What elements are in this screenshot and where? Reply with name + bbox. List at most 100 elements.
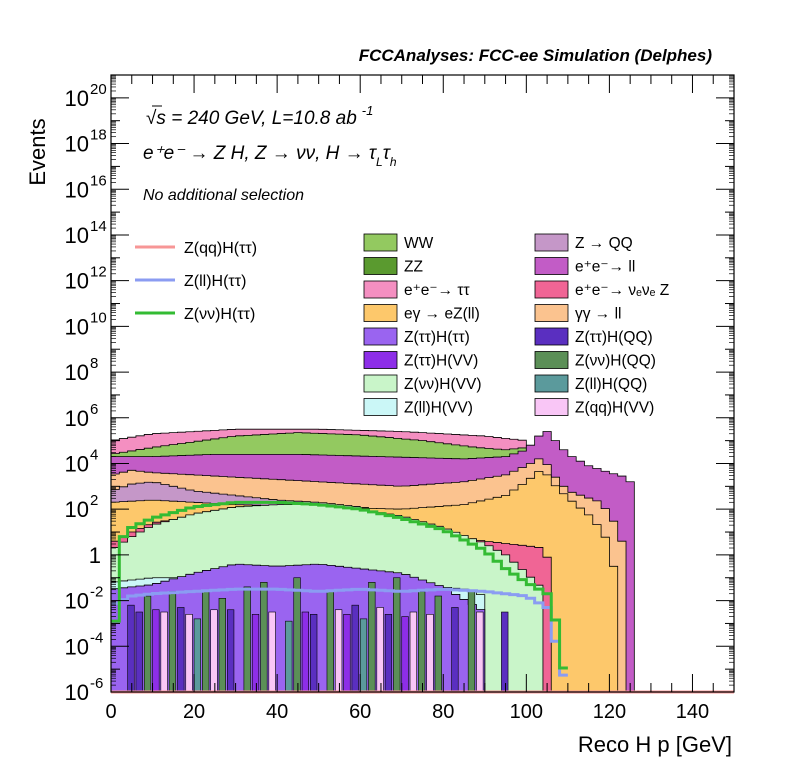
legend-swatch-7: [534, 398, 569, 416]
spike-bar-2-5: [376, 607, 384, 693]
spike-bar-3-0: [152, 609, 160, 693]
spike-bar-2-7: [426, 614, 434, 693]
legend-label-4: Z(ττ)H(ττ): [404, 329, 470, 346]
annotation-energy: √s = 240 GeV, L=10.8 ab -1: [146, 103, 373, 129]
spike-bar-1-2: [177, 607, 185, 693]
legend-label-5: Z(νν)H(QQ): [575, 353, 656, 370]
legend-line-label-0: Z(qq)H(ττ): [184, 240, 257, 257]
spike-bar-1-3: [226, 609, 235, 693]
y-tick-exponent-6: 8: [90, 355, 98, 372]
y-tick-label-12: 10: [65, 634, 89, 659]
spike-bar-0-9: [393, 577, 401, 693]
y-tick-exponent-9: 2: [90, 492, 98, 509]
signal-spikes: [127, 577, 509, 693]
spike-bar-1-5: [351, 604, 359, 693]
x-tick-label-5: 100: [510, 701, 543, 723]
legend-label-0: WW: [404, 235, 434, 252]
annotation-process: e⁺e⁻ → Z H, Z → νν, H → τLτh: [143, 143, 397, 169]
x-tick-label-6: 120: [593, 701, 626, 723]
x-axis-ticks: 0 20 40 60 80 100 120 140: [105, 75, 735, 723]
y-tick-exponent-13: -6: [90, 675, 103, 692]
y-tick-label-11: 10: [65, 589, 89, 614]
legend-swatch-4: [363, 327, 398, 346]
chart-title: FCCAnalyses: FCC-ee Simulation (Delphes): [359, 46, 713, 65]
legend-swatch-5: [363, 351, 398, 369]
x-tick-label-1: 20: [183, 701, 205, 723]
legend-label-0: Z → QQ: [575, 235, 633, 252]
spike-bar-2-6: [409, 611, 417, 693]
y-tick-label-3: 10: [65, 223, 89, 248]
legend-label-6: Z(νν)H(VV): [404, 376, 482, 393]
spike-bar-3-1: [251, 614, 260, 693]
spike-bar-2-0: [160, 611, 168, 693]
y-tick-exponent-0: 20: [90, 81, 107, 98]
legend-lines: Z(qq)H(ττ) Z(ll)H(ττ) Z(νν)H(ττ): [135, 240, 257, 323]
legend-swatch-3: [363, 304, 398, 322]
legend-label-3: γγ → ll: [575, 306, 622, 323]
y-tick-exponent-11: -2: [90, 584, 103, 601]
y-tick-exponent-8: 4: [90, 446, 98, 463]
spike-bar-2-2: [210, 609, 218, 693]
spike-bar-2-1: [185, 614, 193, 693]
legend-swatch-7: [363, 398, 398, 416]
spike-bar-1-4: [310, 614, 318, 693]
legend-label-6: Z(ll)H(QQ): [575, 376, 647, 393]
legend-column-1: WW ZZ e⁺e⁻→ ττ eγ → eZ(ll) Z(ττ)H(ττ) Z(ττ)H(…: [363, 233, 482, 417]
spike-bar-2-8: [476, 611, 484, 693]
spike-bar-0-3: [218, 598, 226, 693]
y-tick-label-4: 10: [65, 269, 89, 294]
y-tick-label-6: 10: [65, 360, 89, 385]
y-tick-label-0: 10: [65, 86, 89, 111]
legend-label-5: Z(ττ)H(VV): [404, 353, 478, 370]
spike-bar-2-3: [268, 611, 276, 693]
y-tick-label-5: 10: [65, 314, 89, 339]
spike-bar-0-0: [143, 595, 152, 693]
legend-label-4: Z(ττ)H(QQ): [575, 329, 653, 346]
x-tick-label-2: 40: [266, 701, 288, 723]
spike-bar-0-1: [168, 591, 177, 693]
spike-bar-1-6: [384, 614, 393, 693]
spike-bar-0-2: [202, 591, 210, 693]
legend-label-1: e⁺e⁻→ ll: [575, 259, 635, 276]
spike-bar-0-10: [418, 591, 426, 693]
spike-bar-1-1: [135, 611, 143, 693]
legend-swatch-6: [534, 374, 569, 393]
legend-column-2: Z → QQ e⁺e⁻→ ll e⁺e⁻→ νₑνₑ Z γγ → ll Z(ττ)H(…: [534, 233, 669, 417]
spike-bar-3-3: [343, 614, 351, 693]
legend-label-2: e⁺e⁻→ ττ: [404, 282, 470, 299]
spike-bar-1-7: [451, 607, 459, 693]
annotation-selection: No additional selection: [143, 187, 304, 204]
annotation-block: √s = 240 GeV, L=10.8 ab -1 e⁺e⁻ → Z H, Z …: [143, 103, 397, 204]
y-tick-label-2: 10: [65, 177, 89, 202]
legend-swatch-2: [534, 280, 569, 299]
y-tick-label-13: 10: [65, 680, 89, 705]
spike-bar-0-5: [260, 582, 268, 693]
legend-swatch-0: [534, 233, 569, 252]
spike-bar-4-0: [193, 618, 202, 693]
y-tick-label-8: 10: [65, 451, 89, 476]
spike-bar-0-8: [368, 582, 376, 693]
spike-bar-3-4: [401, 616, 409, 693]
spike-bar-3-2: [301, 611, 309, 693]
x-tick-label-7: 140: [676, 701, 709, 723]
spike-bar-0-6: [293, 577, 301, 693]
spike-bar-4-1: [285, 620, 293, 693]
legend-swatch-3: [534, 304, 569, 322]
spike-bar-0-7: [326, 591, 334, 693]
y-tick-exponent-2: 16: [90, 172, 107, 189]
x-tick-label-4: 80: [432, 701, 454, 723]
x-tick-label-3: 60: [349, 701, 371, 723]
legend-swatch-1: [363, 257, 398, 275]
spike-bar-2-4: [334, 609, 343, 693]
legend-label-7: Z(qq)H(VV): [575, 400, 654, 417]
legend-swatch-5: [534, 351, 569, 369]
legend-swatch-6: [363, 374, 398, 393]
legend-swatch-0: [363, 233, 398, 252]
legend-label-3: eγ → eZ(ll): [404, 306, 480, 323]
y-tick-exponent-5: 10: [90, 309, 107, 326]
y-tick-exponent-1: 18: [90, 127, 107, 144]
y-tick-label-7: 10: [65, 406, 89, 431]
legend-line-label-2: Z(νν)H(ττ): [184, 306, 255, 323]
